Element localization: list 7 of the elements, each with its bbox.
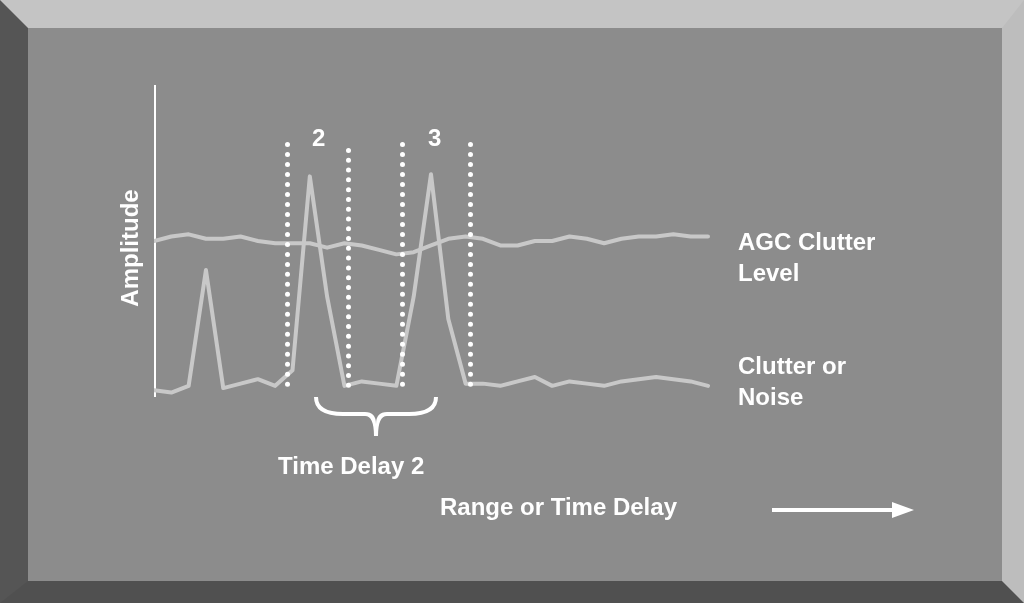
text: Time Delay 2: [278, 452, 425, 480]
series-label: AGC Clutter Level: [738, 227, 877, 288]
text: 2: [312, 124, 326, 152]
y-axis-title: Amplitude: [116, 189, 144, 307]
text: 3: [428, 124, 442, 152]
series-label: Clutter or Noise: [738, 351, 847, 412]
x-axis-title: Range or Time Delay: [440, 493, 677, 521]
